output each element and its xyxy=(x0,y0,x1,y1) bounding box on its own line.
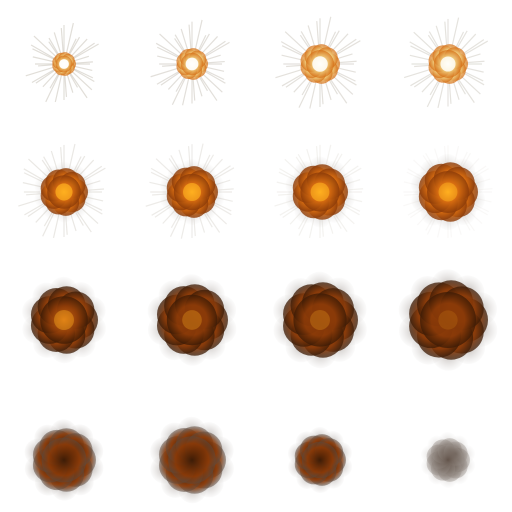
hot-core xyxy=(55,183,73,201)
explosion-frame-1 xyxy=(0,0,128,128)
explosion-frame-graphic xyxy=(150,416,234,504)
hot-core xyxy=(438,182,458,202)
hot-core xyxy=(59,59,69,69)
explosion-frame-graphic xyxy=(22,276,106,364)
explosion-frame-16 xyxy=(384,384,512,512)
explosion-body xyxy=(292,164,348,220)
explosion-frame-graphic xyxy=(150,19,230,106)
hot-core xyxy=(182,310,202,330)
explosion-frame-15 xyxy=(256,384,384,512)
burst-rays xyxy=(25,22,99,103)
explosion-frame-9 xyxy=(0,256,128,384)
hot-core xyxy=(182,182,202,202)
explosion-body xyxy=(32,428,96,492)
explosion-frame-graphic xyxy=(420,432,476,488)
explosion-frame-7 xyxy=(256,128,384,256)
hot-core xyxy=(310,182,330,202)
explosion-frame-graphic xyxy=(24,419,104,501)
explosion-frame-graphic xyxy=(145,143,235,239)
explosion-body xyxy=(283,282,358,358)
hot-core xyxy=(440,56,456,72)
explosion-frame-2 xyxy=(128,0,256,128)
hot-core xyxy=(310,310,330,330)
explosion-body xyxy=(409,280,488,360)
explosion-frame-4 xyxy=(384,0,512,128)
explosion-frame-graphic xyxy=(147,274,237,366)
explosion-frame-6 xyxy=(128,128,256,256)
explosion-frame-graphic xyxy=(398,269,498,371)
explosion-frame-3 xyxy=(256,0,384,128)
explosion-frame-8 xyxy=(384,128,512,256)
explosion-frame-10 xyxy=(128,256,256,384)
explosion-body xyxy=(30,286,98,354)
explosion-body xyxy=(294,434,346,486)
explosion-frame-graphic xyxy=(403,17,489,109)
explosion-frame-5 xyxy=(0,128,128,256)
hot-core xyxy=(185,57,199,71)
hot-core xyxy=(54,310,74,330)
explosion-frame-13 xyxy=(0,384,128,512)
explosion-frame-graphic xyxy=(274,144,364,239)
explosion-frame-graphic xyxy=(403,145,493,238)
hot-core xyxy=(312,56,328,72)
explosion-body xyxy=(158,426,226,494)
explosion-frame-graphic xyxy=(25,22,99,103)
explosion-frame-12 xyxy=(384,256,512,384)
explosion-frame-graphic xyxy=(287,426,353,494)
explosion-frame-11 xyxy=(256,256,384,384)
explosion-frame-graphic xyxy=(275,16,361,109)
explosion-body xyxy=(426,438,470,482)
explosion-frame-graphic xyxy=(273,271,367,369)
explosion-frame-14 xyxy=(128,384,256,512)
explosion-body xyxy=(156,284,228,356)
explosion-frame-graphic xyxy=(18,143,106,239)
hot-core xyxy=(438,310,458,330)
